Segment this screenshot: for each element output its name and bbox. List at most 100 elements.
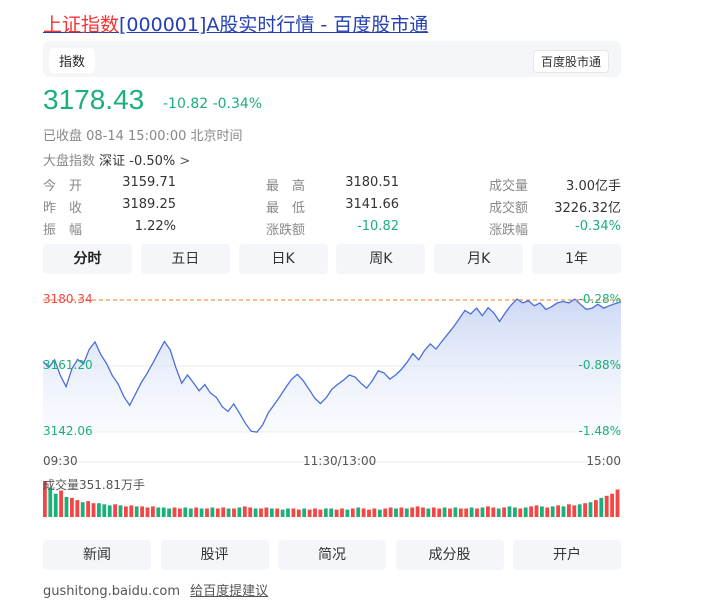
volume-bar [615,489,620,517]
title-highlight[interactable]: 上证指数 [43,14,120,36]
volume-bar [107,505,112,517]
volume-bar [388,507,393,517]
volume-bar [59,490,63,517]
action-button[interactable]: 简况 [278,540,386,570]
action-button[interactable]: 成分股 [395,540,504,570]
footer-site: gushitong.baidu.com [43,584,181,599]
volume-bar [491,507,496,517]
volume-bar [167,508,171,517]
tab-index[interactable]: 指数 [49,48,96,73]
period-tab[interactable]: 日K [238,244,328,274]
volume-bar [469,507,474,517]
stat-value: 3159.71 [122,175,176,190]
x-tick-label: 15:00 [586,454,621,468]
stat-value: -10.82 [357,219,399,234]
volume-bar [556,505,560,517]
volume-bar [242,506,247,517]
volume-bar [43,481,47,517]
volume-bar [226,508,231,517]
volume-bar [594,500,598,517]
volume-bar [237,507,242,517]
volume-bar [426,508,431,517]
price-change: -10.82 -0.34% [163,96,263,112]
volume-bar [567,504,571,517]
volume-bar [583,503,587,517]
period-tab[interactable]: 周K [336,244,426,274]
action-button[interactable]: 开户 [513,540,621,570]
volume-bar [345,509,350,517]
volume-bar [507,506,512,517]
volume-bar [161,507,166,517]
period-tab[interactable]: 分时 [43,244,132,274]
volume-label: 成交量351.81万手 [43,478,145,492]
volume-bar [80,502,85,517]
volume-bar [97,503,101,517]
volume-bar [599,497,604,517]
volume-bar [399,507,404,517]
volume-bar [64,496,69,517]
volume-bar [221,507,226,517]
pct-tick-label: -1.48% [578,424,621,438]
volume-bar [210,507,215,517]
action-button[interactable]: 股评 [160,540,269,570]
volume-bar [534,505,539,517]
stat-value: 3189.25 [122,197,176,212]
volume-bar [415,506,420,517]
volume-bar [572,505,577,517]
stat-value: 3180.51 [345,175,399,190]
page-title[interactable]: 上证指数[000001]A股实时行情 - 百度股市通 [43,10,428,37]
x-tick-label: 11:30/13:00 [303,454,377,468]
volume-bar [124,506,128,517]
volume-bar [291,508,296,517]
volume-bar [48,487,53,517]
volume-bar [334,509,339,517]
volume-bar [215,508,220,517]
volume-bar [313,508,317,517]
period-tab[interactable]: 1年 [532,244,621,274]
volume-bar [286,508,290,517]
volume-bar [545,507,550,517]
intraday-chart [42,298,622,517]
volume-bar [275,508,280,517]
volume-bar [232,508,236,517]
volume-bar [496,508,501,517]
volume-bar [259,508,263,517]
market-index[interactable]: 大盘指数 深证 -0.50% > [43,150,190,169]
stat-value: 3.00亿手 [566,179,621,194]
volume-bar [302,508,307,517]
volume-bar [323,508,328,517]
y-tick-label: 3180.34 [43,292,93,306]
volume-bar [172,507,177,517]
stat-label: 最 低 [266,201,306,216]
volume-bar [588,502,593,517]
market-index-value: 深证 -0.50% [99,154,176,169]
stat-label: 振 幅 [43,223,83,238]
source-badge[interactable]: 百度股市通 [532,50,609,73]
title-rest[interactable]: [000001]A股实时行情 - 百度股市通 [119,14,429,36]
period-tab[interactable]: 月K [434,244,524,274]
feedback-link[interactable]: 给百度提建议 [190,584,269,599]
volume-bar [486,506,490,517]
volume-bar [529,506,533,517]
y-tick-label: 3142.06 [43,424,93,438]
volume-bar [577,504,582,517]
current-price: 3178.43 [43,84,145,115]
stat-value: 1.22% [134,219,176,234]
volume-bar [329,508,334,517]
volume-bar [318,509,323,517]
volume-bar [604,495,609,517]
volume-bar [550,506,555,517]
volume-bar [70,497,74,517]
period-tab[interactable]: 五日 [140,244,230,274]
volume-bar [410,507,415,517]
stat-label: 成交额 [489,201,529,216]
volume-bar [102,504,107,517]
pct-tick-label: -0.88% [578,358,621,372]
action-button[interactable]: 新闻 [43,540,151,570]
market-status: 已收盘 08-14 15:00:00 北京时间 [43,129,243,144]
volume-bar [248,507,253,517]
price-area [43,299,621,433]
price-line [42,298,622,433]
volume-bar [183,507,188,517]
volume-bar [561,506,566,517]
